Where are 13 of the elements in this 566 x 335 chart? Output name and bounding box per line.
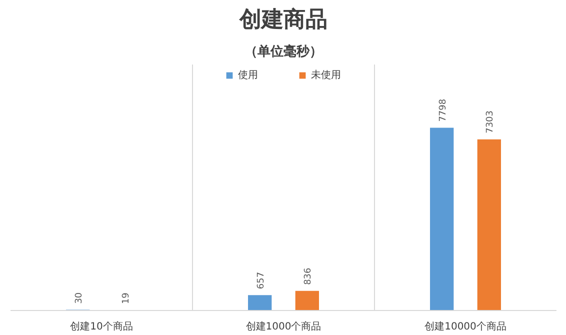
chart-title: 创建商品 — [238, 6, 328, 32]
x-tick-label: 创建1000个商品 — [246, 320, 322, 332]
data-label: 836 — [304, 267, 314, 285]
data-label: 19 — [122, 292, 132, 304]
data-label: 7798 — [438, 98, 448, 122]
x-tick-label: 创建10000个商品 — [424, 320, 506, 332]
data-label: 657 — [256, 272, 266, 290]
data-label: 30 — [74, 292, 84, 304]
chart-subtitle: （单位毫秒） — [244, 44, 322, 60]
legend-label: 未使用 — [311, 68, 341, 82]
legend-label: 使用 — [238, 69, 258, 82]
data-label: 7303 — [486, 110, 496, 134]
x-tick-label: 创建10个商品 — [70, 320, 133, 332]
